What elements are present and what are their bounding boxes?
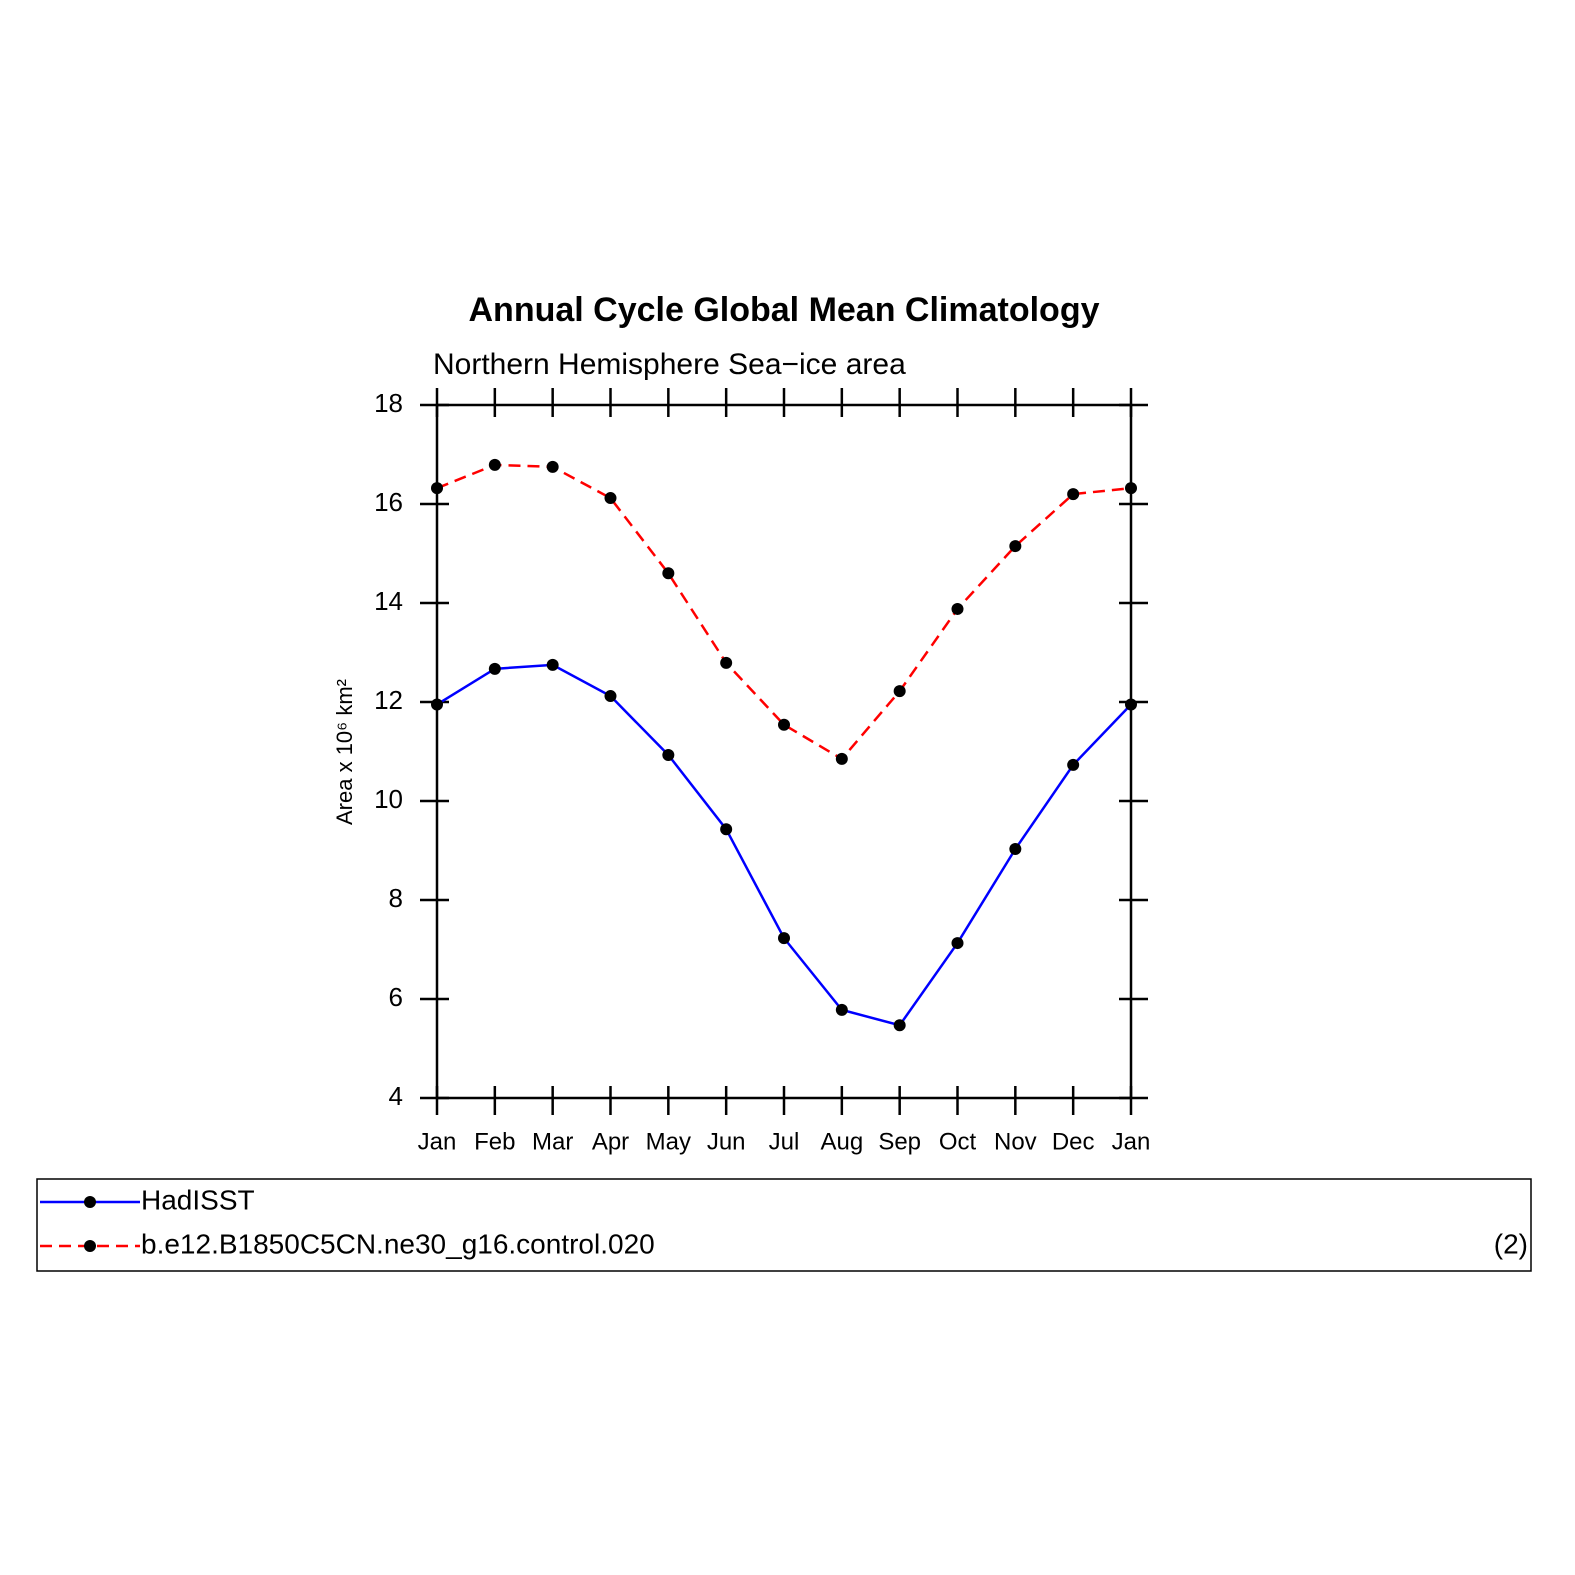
legend-label: HadISST [141,1184,255,1215]
y-tick-label: 14 [374,586,403,616]
x-tick-label: Aug [820,1128,863,1155]
legend-box [36,1178,1532,1272]
y-axis-label: Area x 10⁶ km² [332,679,357,825]
point-marker [604,492,617,505]
point-marker [951,937,964,950]
legend-marker [84,1240,96,1252]
x-tick-label: Jul [769,1128,800,1155]
chart-subtitle: Northern Hemisphere Sea−ice area [433,348,906,381]
point-marker [1009,843,1022,856]
point-marker [951,602,964,615]
point-marker [488,458,501,471]
point-marker [431,698,443,711]
panel-label: (2) [1494,1228,1528,1259]
x-tick-label: Jan [1112,1128,1151,1155]
legend-marker [84,1196,96,1208]
y-tick-label: 18 [374,388,403,418]
point-marker [893,685,906,698]
point-marker [1125,698,1137,711]
point-marker [662,748,675,761]
point-marker [1067,488,1080,501]
point-marker [662,567,675,580]
x-tick-label: Oct [939,1128,977,1155]
point-marker [720,823,733,836]
point-marker [546,460,559,473]
y-tick-label: 16 [374,487,403,517]
point-marker [546,658,559,671]
point-marker [778,932,790,945]
x-tick-label: Nov [994,1128,1037,1155]
y-tick-label: 8 [389,883,403,913]
point-marker [835,752,848,765]
point-marker [431,482,443,495]
point-marker [893,1019,906,1032]
x-tick-label: Jan [418,1128,457,1155]
point-marker [604,690,617,703]
point-marker [720,656,733,669]
point-marker [1009,540,1022,553]
point-marker [778,718,790,731]
x-tick-label: Sep [878,1128,921,1155]
point-marker [488,662,501,675]
x-tick-label: May [646,1128,691,1155]
x-tick-label: Jun [707,1128,746,1155]
point-marker [835,1003,848,1016]
y-tick-label: 12 [374,685,403,715]
y-tick-label: 10 [374,784,403,814]
y-tick-label: 4 [389,1081,403,1111]
chart-title: Annual Cycle Global Mean Climatology [469,291,1100,329]
legend-label: b.e12.B1850C5CN.ne30_g16.control.020 [141,1228,655,1259]
point-marker [1067,758,1080,771]
point-marker [1125,482,1137,495]
x-tick-label: Dec [1052,1128,1095,1155]
x-tick-label: Feb [474,1128,515,1155]
x-tick-label: Apr [592,1128,629,1155]
y-tick-label: 6 [389,982,403,1012]
x-tick-label: Mar [532,1128,573,1155]
